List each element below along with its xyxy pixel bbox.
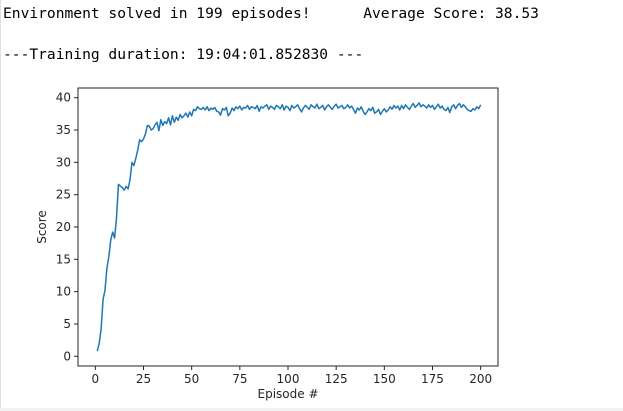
- y-tick-label: 10: [56, 285, 71, 299]
- y-tick-label: 5: [63, 317, 71, 331]
- y-tick-label: 40: [56, 91, 71, 105]
- y-tick-label: 0: [63, 349, 71, 363]
- score-series-line: [96, 102, 482, 352]
- x-tick-label: 0: [92, 372, 100, 386]
- solved-message: Environment solved in 199 episodes! Aver…: [3, 5, 539, 22]
- x-tick-label: 50: [184, 372, 199, 386]
- y-tick-label: 20: [56, 220, 71, 234]
- output-left-border: [0, 0, 1, 411]
- plot-area: [78, 88, 498, 366]
- x-axis-ticks: 0 25 50 75 100 125 150 175 200: [92, 366, 492, 386]
- x-tick-label: 125: [325, 372, 348, 386]
- x-axis-label: Episode #: [258, 387, 319, 401]
- y-tick-label: 15: [56, 252, 71, 266]
- y-axis-ticks: 0 5 10 15 20 25 30 35 40: [56, 91, 78, 363]
- x-tick-label: 150: [373, 372, 396, 386]
- x-tick-label: 200: [469, 372, 492, 386]
- x-tick-label: 25: [136, 372, 151, 386]
- y-axis-label: Score: [35, 210, 49, 244]
- y-tick-label: 25: [56, 188, 71, 202]
- training-duration-message: ---Training duration: 19:04:01.852830 --…: [3, 46, 364, 63]
- y-tick-label: 30: [56, 155, 71, 169]
- x-tick-label: 100: [277, 372, 300, 386]
- plot-frame: [77, 87, 499, 367]
- x-tick-label: 175: [421, 372, 444, 386]
- x-tick-label: 75: [232, 372, 247, 386]
- y-tick-label: 35: [56, 123, 71, 137]
- output-bottom-border: [0, 408, 623, 411]
